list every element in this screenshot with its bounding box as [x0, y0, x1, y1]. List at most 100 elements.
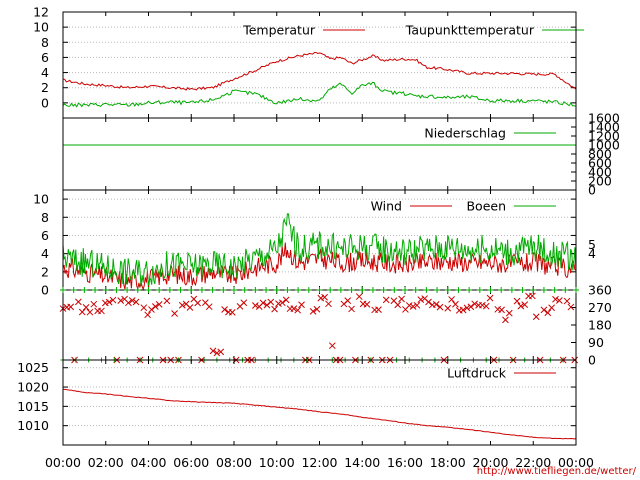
- direction-mark: [325, 300, 332, 308]
- legend-label-boeen: Boeen: [466, 199, 506, 214]
- y-tick-label-right: 180: [588, 318, 612, 333]
- direction-mark: [505, 309, 513, 317]
- wind-zero-mark: [402, 287, 408, 293]
- wind-zero-mark: [145, 287, 152, 293]
- direction-mark: [328, 342, 336, 350]
- direction-mark: [363, 300, 371, 308]
- x-axis-label: 22:00: [515, 455, 551, 470]
- wind-zero-mark: [573, 287, 579, 293]
- wind-zero-mark: [562, 287, 569, 293]
- direction-mark: [75, 298, 82, 306]
- y-tick-label-right: 1200: [588, 129, 620, 144]
- wind-zero-mark: [241, 287, 248, 293]
- wind-zero-mark: [284, 287, 291, 293]
- x-axis-label: 10:00: [259, 455, 295, 470]
- wind-zero-mark: [188, 287, 195, 293]
- direction-mark: [140, 304, 148, 312]
- y-tick-label-right: 270: [588, 300, 612, 315]
- direction-mark: [294, 306, 302, 314]
- direction-mark: [486, 294, 494, 302]
- x-axis-label: 12:00: [301, 455, 337, 470]
- direction-mark: [348, 305, 355, 313]
- series-line-luftdruck: [62, 388, 577, 440]
- y-tick-label: 10: [33, 192, 49, 207]
- y-tick-label: 10: [33, 20, 49, 35]
- direction-mark: [313, 305, 321, 313]
- direction-mark: [144, 311, 151, 319]
- direction-mark: [479, 301, 486, 309]
- direction-mark: [502, 316, 509, 324]
- direction-mark: [452, 300, 459, 308]
- panel-wind_direction: 0 90 180 270 360: [59, 283, 612, 368]
- wind-zero-mark: [209, 287, 216, 293]
- direction-mark: [132, 298, 140, 306]
- y-tick-label: 1015: [17, 399, 49, 414]
- wind-zero-mark: [273, 287, 280, 293]
- wind-zero-mark: [220, 287, 227, 293]
- wind-zero-mark: [177, 287, 184, 293]
- wind-zero-mark: [337, 287, 344, 293]
- direction-mark: [544, 309, 552, 317]
- y-tick-label: 1025: [17, 360, 49, 375]
- direction-mark: [275, 300, 282, 307]
- x-axis-label: 04:00: [130, 455, 166, 470]
- direction-mark: [409, 303, 417, 310]
- wind-zero-mark: [263, 287, 270, 293]
- direction-mark: [213, 349, 221, 357]
- wind-zero-mark: [369, 287, 376, 293]
- legend-label-niederschlag: Niederschlag: [424, 126, 506, 141]
- wind-zero-mark: [519, 287, 526, 293]
- direction-mark: [355, 293, 363, 300]
- direction-mark: [563, 297, 571, 305]
- wind-zero-mark: [166, 287, 173, 293]
- direction-mark: [540, 306, 548, 314]
- y-tick-label: 0: [41, 95, 49, 110]
- wind-zero-mark: [305, 287, 312, 293]
- direction-mark: [209, 347, 217, 355]
- wind-zero-mark: [391, 287, 398, 293]
- direction-mark: [498, 306, 505, 314]
- direction-mark: [548, 304, 555, 312]
- wind-zero-mark: [423, 287, 430, 293]
- y-tick-label-right: 360: [588, 283, 612, 298]
- direction-mark: [171, 310, 178, 317]
- y-tick-label: 6: [41, 50, 49, 65]
- wind-zero-mark: [498, 287, 505, 293]
- direction-mark: [240, 299, 248, 307]
- direction-mark: [398, 295, 405, 303]
- direction-mark: [467, 303, 475, 311]
- x-axis-label: 06:00: [173, 455, 209, 470]
- direction-mark: [405, 302, 413, 309]
- legend-label-luftdruck: Luftdruck: [447, 366, 507, 381]
- direction-mark: [425, 298, 432, 306]
- y-tick-label: 1020: [17, 380, 49, 395]
- direction-mark: [155, 301, 163, 308]
- direction-mark: [67, 303, 75, 311]
- y-tick-label: 0: [41, 283, 49, 298]
- direction-mark: [290, 305, 298, 312]
- direction-mark: [82, 304, 90, 311]
- wind-zero-mark: [134, 287, 141, 293]
- y-tick-label: 2: [41, 80, 49, 95]
- y-tick-label: 8: [41, 35, 49, 50]
- wind-zero-mark: [156, 287, 163, 293]
- direction-mark: [86, 308, 94, 316]
- direction-mark: [532, 313, 540, 321]
- y-tick-label: 2: [41, 264, 49, 279]
- direction-mark: [482, 302, 490, 310]
- direction-mark: [417, 296, 425, 303]
- series-line-temperatur: [62, 52, 577, 91]
- direction-mark: [517, 302, 525, 310]
- y-tick-label-right: 0: [588, 353, 596, 368]
- direction-mark: [78, 308, 86, 316]
- direction-mark: [521, 301, 529, 308]
- wind-zero-mark: [348, 287, 355, 293]
- y-tick-label: 6: [41, 228, 49, 243]
- wind-zero-mark: [380, 287, 387, 293]
- direction-mark: [205, 303, 213, 311]
- y-tick-label-right: 90: [588, 335, 604, 350]
- panel-frame: [62, 359, 577, 446]
